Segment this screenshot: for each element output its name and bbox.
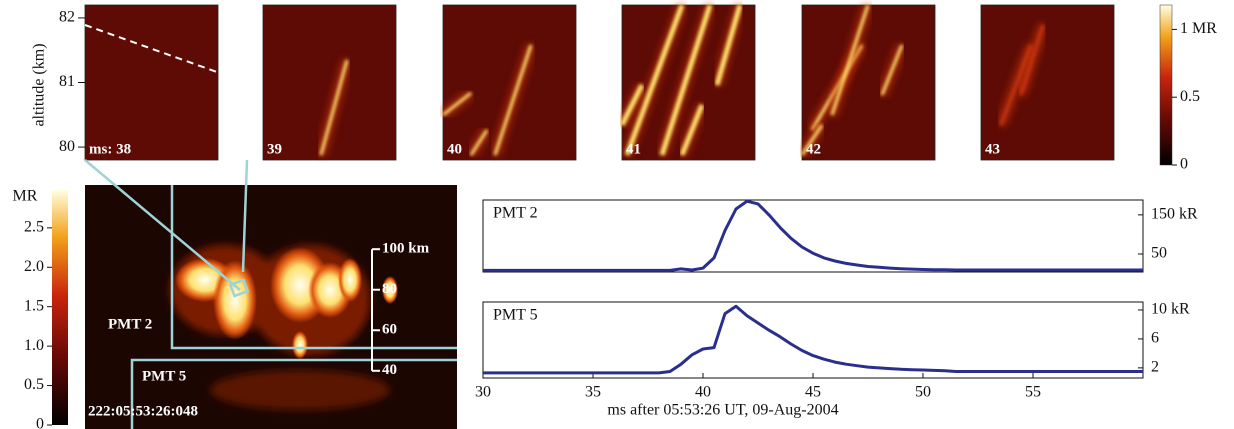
y-tick-label: 50 [1151,245,1167,262]
x-tick-label: 45 [805,384,821,401]
y-tick-label: 82 [59,9,75,26]
frame-strip: ms: 38 39 40 41 42 43 80 81 82 [59,5,1114,160]
series-label: PMT 2 [493,205,538,222]
frame [981,5,1114,160]
y-tick-label: 2 [1151,359,1159,376]
frame-label: ms: 38 [89,141,131,157]
colorbar-tick-label: 1.5 [24,297,44,314]
scale-label: 40 [382,362,397,378]
pmt-charts: 150 kR 50 PMT 2 10 kR 6 2 30 35 40 45 50 55 ms after… [475,200,1198,419]
scale-label: 80 [382,281,397,297]
colorbar [52,190,68,425]
colorbar-tick-label: 1.0 [24,337,44,354]
line-series [483,306,1143,373]
x-tick-label: 30 [475,384,491,401]
x-tick-label: 35 [585,384,601,401]
line-series [483,201,1143,270]
x-tick-label: 55 [1025,384,1041,401]
frame [443,5,576,160]
frame-label: 40 [447,141,462,157]
y-tick-label: 150 kR [1151,206,1198,223]
scale-label: 60 [382,322,397,338]
frame-label: 42 [806,141,821,157]
pmt-label: PMT 2 [108,316,152,332]
frame [85,5,218,160]
colorbar-tick-label: 2.5 [24,219,44,236]
colorbar [1160,5,1172,165]
frame-label: 39 [267,141,282,157]
colorbar-tick-label: 0.5 [1180,88,1200,105]
frame-label: 43 [985,141,1000,157]
video-image: PMT 2 PMT 5 222:05:53:26:048 100 km 80 60 4… [85,160,457,429]
figure: ms: 38 39 40 41 42 43 80 81 82 altitude (km) PMT… [0,0,1234,429]
y-tick-label: 80 [59,138,75,155]
pmt-label: PMT 5 [142,368,186,384]
colorbar-tick-label: 0.5 [24,376,44,393]
y-axis-label: altitude (km) [31,43,48,126]
colorbar-title: MR [13,188,38,205]
timestamp: 222:05:53:26:048 [88,403,198,419]
colorbar-tick-label: 0 [36,416,44,429]
y-tick-label: 81 [59,73,75,90]
frame [802,5,935,160]
scale-label: 100 km [382,241,430,257]
y-tick-label: 10 kR [1151,301,1190,318]
plot-frame [483,200,1143,272]
frame-label: 41 [626,141,641,157]
x-tick-label: 40 [695,384,711,401]
series-label: PMT 5 [493,307,538,324]
x-tick-label: 50 [915,384,931,401]
colorbar-tick-label: 1 MR [1180,20,1217,37]
x-axis-label: ms after 05:53:26 UT, 09-Aug-2004 [607,402,838,419]
colorbar-tick-label: 2.0 [24,258,44,275]
y-tick-label: 6 [1151,330,1159,347]
colorbar-tick-label: 0 [1180,156,1188,173]
plot-frame [483,302,1143,378]
